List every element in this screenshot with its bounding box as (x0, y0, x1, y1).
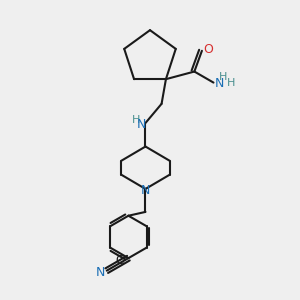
Text: H: H (219, 72, 227, 82)
Text: H: H (227, 79, 235, 88)
Text: N: N (96, 266, 105, 279)
Text: H: H (132, 115, 140, 125)
Text: N: N (137, 118, 146, 131)
Text: N: N (215, 77, 224, 90)
Text: N: N (141, 184, 151, 196)
Text: O: O (203, 43, 213, 56)
Text: C: C (116, 254, 124, 267)
